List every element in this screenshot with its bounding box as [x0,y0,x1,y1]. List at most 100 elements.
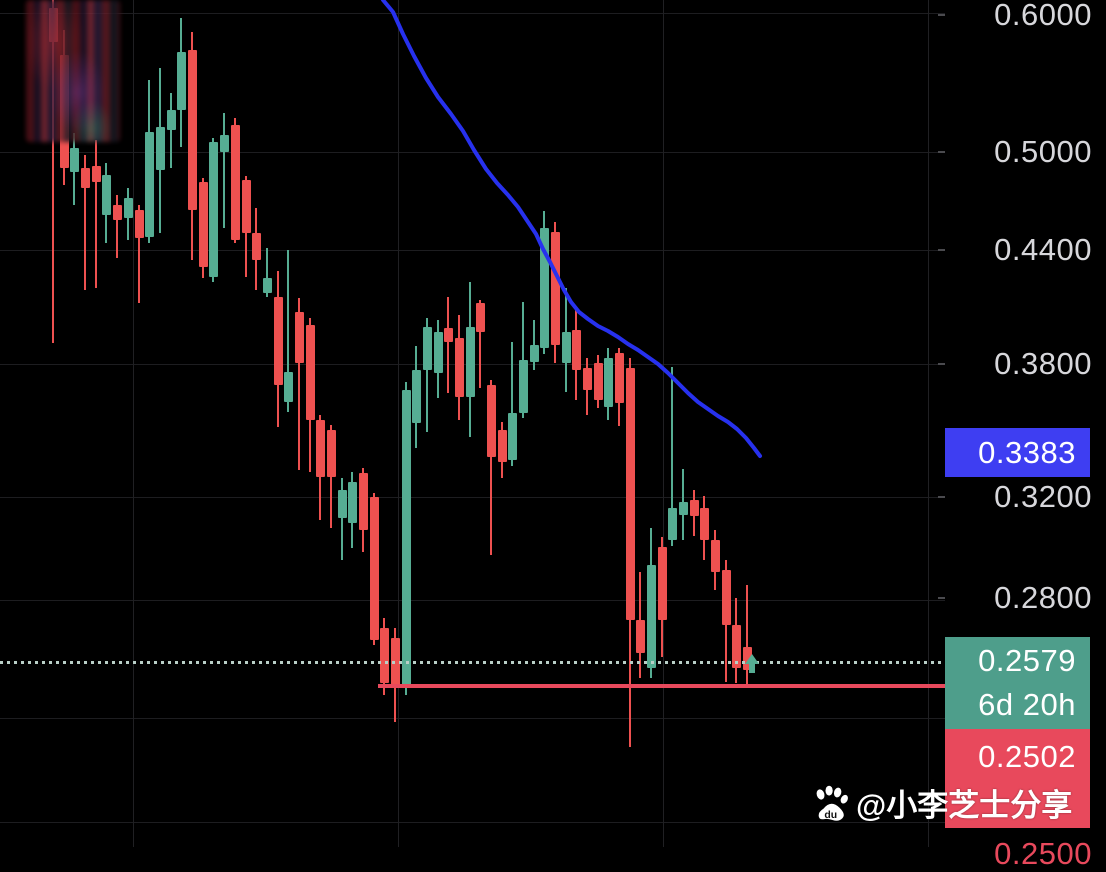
candle-body [615,353,624,403]
clipped-price-label: 0.2500 [994,836,1092,871]
candle-body [220,135,229,152]
candle-body [348,482,357,523]
h-gridline [0,13,945,14]
candle-wick [447,297,449,393]
watermark: du @小李芝士分享 芝士分享2 [812,780,1072,825]
candle-body [668,508,677,540]
candle-wick [287,250,289,412]
h-gridline [0,497,945,498]
candle-wick [746,585,748,688]
support-alert-line[interactable] [378,684,945,688]
ma-value-price-label: 0.3383 [945,428,1090,477]
candle-body [732,625,741,668]
ma-value-text: 0.3383 [978,434,1076,470]
candle-body [626,368,635,620]
candle-body [658,547,667,620]
candle-wick [266,248,268,297]
candle-body [274,297,283,385]
candle-body [81,168,90,188]
candle-body [188,50,197,210]
watermark-handle-text: @小李芝士分享 [856,788,1073,823]
svg-text:du: du [824,810,837,821]
candle-body [690,500,699,516]
v-gridline [663,0,664,847]
candle-body [242,180,251,233]
candle-body [540,228,549,348]
candle-body [102,175,111,215]
axis-tick [938,14,945,16]
current-price-label: 0.2579 6d 20h [945,637,1090,729]
current-price-text: 0.2579 [978,643,1076,678]
candle-wick [138,205,140,303]
candle-body [530,345,539,362]
candle-body [167,110,176,130]
candle-body [370,497,379,640]
axis-tick [938,363,945,365]
candle-body [199,182,208,267]
candle-wick [116,195,118,258]
candle-body [338,490,347,518]
candle-body [647,565,656,668]
candle-body [252,233,261,260]
candle-wick [490,380,492,555]
candle-body [572,330,581,370]
candle-wick [52,0,54,343]
alert-price-text: 0.2502 [978,739,1076,774]
candle-body [498,430,507,462]
price-axis[interactable]: 0.6000 0.5000 0.4400 0.3800 0.3200 0.2800 0.3… [938,0,1106,847]
candle-wick [95,140,97,288]
v-gridline [133,0,134,847]
candle-wick [223,113,225,228]
candle-body [434,332,443,373]
candle-body [402,390,411,687]
candle-body [156,127,165,170]
glitch-artifact-overlay [26,0,120,142]
candle-body [636,620,645,653]
candle-body [124,198,133,218]
candle-countdown-text: 6d 20h [978,687,1076,722]
v-gridline [928,0,929,847]
price-tick-label: 0.3200 [994,479,1092,514]
candle-body [519,360,528,413]
v-gridline [398,0,399,847]
candle-body [306,325,315,420]
up-arrow-marker-icon [745,654,759,673]
candle-wick [170,93,172,168]
candle-body [177,52,186,110]
candle-body [359,473,368,530]
candle-body [380,628,389,683]
current-price-dotted-line [0,661,945,664]
price-tick-label: 0.3800 [994,346,1092,381]
candle-body [487,385,496,457]
candlestick-chart-area[interactable] [0,0,945,847]
h-gridline [0,822,945,823]
candle-body [295,312,304,363]
candle-body [455,338,464,397]
candle-wick [84,155,86,290]
h-gridline [0,600,945,601]
alert-price-label: 0.2502 [945,729,1090,828]
price-tick-label: 0.5000 [994,134,1092,169]
candle-wick [298,298,300,470]
price-tick-label: 0.2800 [994,580,1092,615]
candle-body [583,368,592,390]
candle-body [92,166,101,182]
axis-tick [938,151,945,153]
h-gridline [0,152,945,153]
candle-body [444,328,453,342]
candle-body [594,363,603,400]
candle-body [700,508,709,540]
baidu-paw-icon: du [816,785,848,821]
candle-body [135,210,144,238]
h-gridline [0,718,945,719]
candle-body [679,502,688,515]
candle-body [551,232,560,345]
candle-body [423,327,432,370]
candle-body [145,132,154,237]
candle-body [743,647,752,670]
candle-body [263,278,272,293]
axis-tick [938,249,945,251]
candle-body [604,358,613,407]
candle-body [508,413,517,460]
